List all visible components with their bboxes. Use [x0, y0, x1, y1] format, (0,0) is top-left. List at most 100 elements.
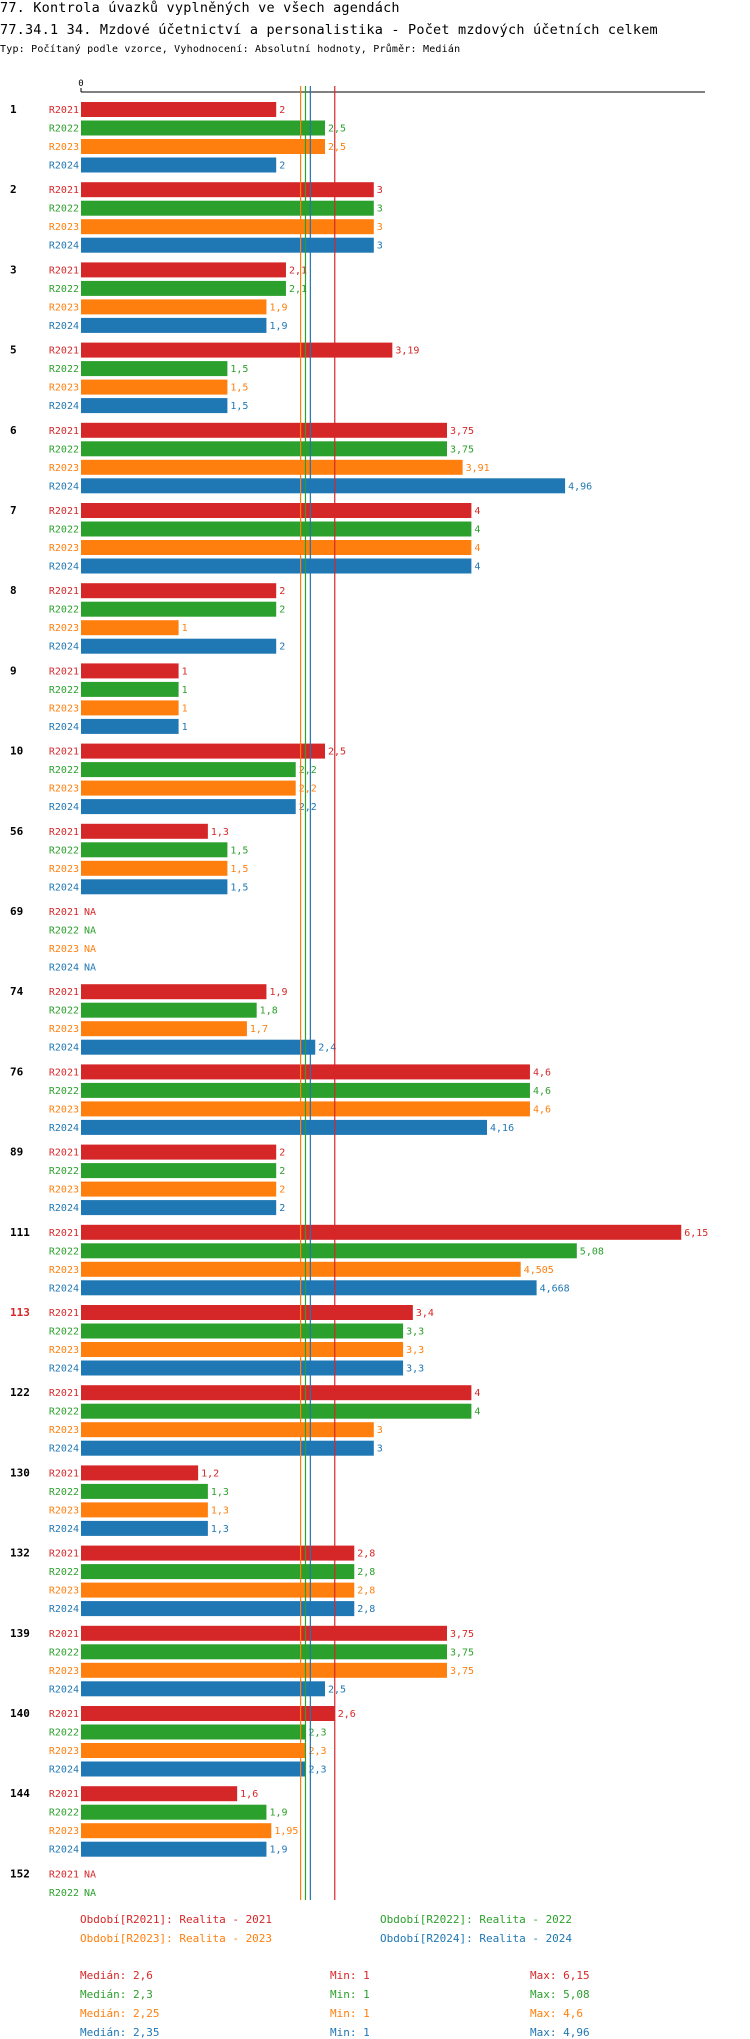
series-label: R2024 — [49, 1364, 79, 1375]
series-label: R2022 — [49, 1487, 79, 1498]
data-label: 1,5 — [230, 864, 248, 875]
series-label: R2021 — [49, 1308, 79, 1319]
series-label: R2023 — [49, 1666, 79, 1677]
data-label: 4,6 — [533, 1104, 551, 1115]
bar — [81, 1144, 277, 1160]
series-label: R2024 — [49, 1283, 79, 1294]
bar — [81, 681, 179, 697]
series-label: R2024 — [49, 562, 79, 573]
series-label: R2022 — [49, 1647, 79, 1658]
data-label: 4 — [474, 562, 480, 573]
series-label: R2021 — [49, 185, 79, 196]
series-label: R2024 — [49, 1845, 79, 1856]
data-label: 2,3 — [308, 1728, 326, 1739]
data-label: 4 — [474, 525, 480, 536]
bar — [81, 1786, 238, 1802]
group-label: 10 — [10, 745, 23, 758]
bar — [81, 1422, 374, 1438]
data-label: 4 — [474, 543, 480, 554]
bar — [81, 663, 179, 679]
data-label: 4 — [474, 506, 480, 517]
data-label: 1,9 — [269, 987, 287, 998]
series-label: R2021 — [49, 1709, 79, 1720]
data-label: 1,6 — [240, 1789, 258, 1800]
data-label: 1,5 — [230, 401, 248, 412]
legend-item: Období[R2021]: Realita - 2021 — [80, 1913, 273, 1926]
series-label: R2024 — [49, 161, 79, 172]
series-label: R2021 — [49, 1549, 79, 1560]
series-label: R2022 — [49, 1728, 79, 1739]
series-label: R2023 — [49, 1345, 79, 1356]
series-label: R2023 — [49, 944, 79, 955]
series-label: R2021 — [49, 907, 79, 918]
bar — [81, 1465, 199, 1481]
data-label: NA — [84, 926, 96, 937]
data-label: 2,4 — [318, 1043, 336, 1054]
bar — [81, 842, 228, 858]
data-label: 3,75 — [450, 1666, 474, 1677]
bar — [81, 521, 472, 537]
series-label: R2022 — [49, 1567, 79, 1578]
bar — [81, 422, 447, 438]
data-label: 3,3 — [406, 1345, 424, 1356]
chart-info: Typ: Počítaný podle vzorce, Vyhodnocení:… — [0, 44, 461, 55]
series-label: R2023 — [49, 864, 79, 875]
data-label: 4,96 — [568, 481, 592, 492]
data-label: NA — [84, 963, 96, 974]
series-label: R2021 — [49, 265, 79, 276]
bar — [81, 120, 325, 136]
series-label: R2024 — [49, 1524, 79, 1535]
bar — [81, 280, 286, 296]
series-label: R2023 — [49, 1425, 79, 1436]
data-label: NA — [84, 1869, 96, 1880]
group-label: 140 — [10, 1707, 30, 1720]
stat-median: Medián: 2,6 — [80, 1969, 153, 1982]
data-label: 2,1 — [289, 284, 307, 295]
data-label: 1 — [182, 666, 188, 677]
bar — [81, 1385, 472, 1401]
data-label: 2 — [279, 586, 285, 597]
bar — [81, 1280, 537, 1296]
bar — [81, 219, 374, 235]
bar — [81, 102, 277, 117]
series-label: R2024 — [49, 1765, 79, 1776]
bar — [81, 1681, 325, 1697]
data-label: 2,1 — [289, 265, 307, 276]
data-label: 1,5 — [230, 882, 248, 893]
group-label: 7 — [10, 504, 17, 517]
legend-item: Období[R2022]: Realita - 2022 — [380, 1913, 573, 1926]
data-label: 2 — [279, 1148, 285, 1159]
data-label: 1,3 — [211, 827, 229, 838]
series-label: R2024 — [49, 963, 79, 974]
series-label: R2024 — [49, 802, 79, 813]
data-label: 1 — [182, 685, 188, 696]
series-label: R2021 — [49, 1629, 79, 1640]
bar — [81, 1483, 208, 1499]
group-label: 5 — [10, 344, 17, 357]
series-label: R2022 — [49, 444, 79, 455]
series-label: R2022 — [49, 1166, 79, 1177]
bar — [81, 299, 267, 315]
data-label: 3 — [377, 1425, 383, 1436]
series-label: R2023 — [49, 302, 79, 313]
bar — [81, 1706, 335, 1721]
data-label: 2 — [279, 1166, 285, 1177]
series-label: R2021 — [49, 586, 79, 597]
bar — [81, 1662, 447, 1678]
data-label: 1,9 — [269, 1808, 287, 1819]
bar — [81, 1743, 306, 1758]
series-label: R2024 — [49, 321, 79, 332]
bar — [81, 379, 228, 395]
data-label: 4 — [474, 1407, 480, 1418]
data-label: 1,3 — [211, 1505, 229, 1516]
bar — [81, 361, 228, 377]
group-label: 1 — [10, 103, 17, 116]
bar — [81, 540, 472, 555]
series-label: R2024 — [49, 1203, 79, 1214]
data-label: 2 — [279, 605, 285, 616]
bar-chart: 0 1 R2021 2 R2022 2,5 R2023 2,5 R2024 2 2 R2021 3 R20… — [10, 79, 708, 1900]
data-label: NA — [84, 944, 96, 955]
data-label: 6,15 — [684, 1228, 708, 1239]
data-label: 4,505 — [524, 1265, 554, 1276]
bar — [81, 1564, 355, 1580]
